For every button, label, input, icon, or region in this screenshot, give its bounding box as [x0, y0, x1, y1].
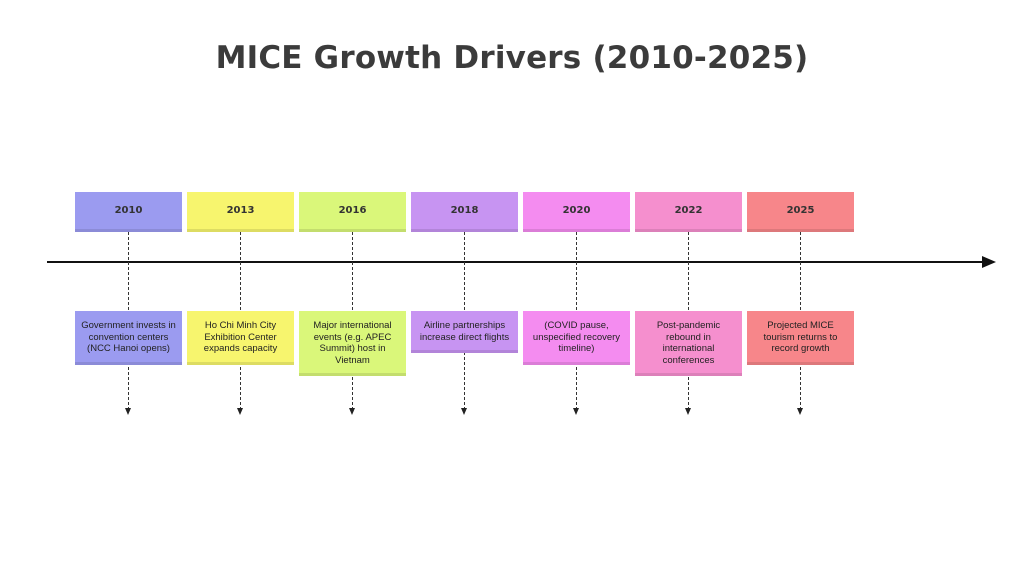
connector-arrow-head — [125, 408, 131, 415]
timeline-arrow-head — [982, 256, 996, 268]
connector-arrow-head — [797, 408, 803, 415]
year-label: 2025 — [747, 192, 854, 232]
year-label: 2013 — [187, 192, 294, 232]
timeline-axis — [47, 261, 985, 263]
year-label: 2020 — [523, 192, 630, 232]
connector-arrow-head — [685, 408, 691, 415]
year-label: 2010 — [75, 192, 182, 232]
event-description: Major international events (e.g. APEC Su… — [299, 311, 406, 376]
year-label: 2018 — [411, 192, 518, 232]
event-description: (COVID pause, unspecified recovery timel… — [523, 311, 630, 365]
connector-arrow-head — [461, 408, 467, 415]
connector-arrow-head — [237, 408, 243, 415]
event-description: Ho Chi Minh City Exhibition Center expan… — [187, 311, 294, 365]
diagram-title: MICE Growth Drivers (2010-2025) — [215, 40, 809, 76]
year-label: 2016 — [299, 192, 406, 232]
connector-arrow-head — [573, 408, 579, 415]
connector-arrow-head — [349, 408, 355, 415]
event-description: Airline partnerships increase direct fli… — [411, 311, 518, 353]
event-description: Post-pandemic rebound in international c… — [635, 311, 742, 376]
event-description: Government invests in convention centers… — [75, 311, 182, 365]
year-label: 2022 — [635, 192, 742, 232]
event-description: Projected MICE tourism returns to record… — [747, 311, 854, 365]
